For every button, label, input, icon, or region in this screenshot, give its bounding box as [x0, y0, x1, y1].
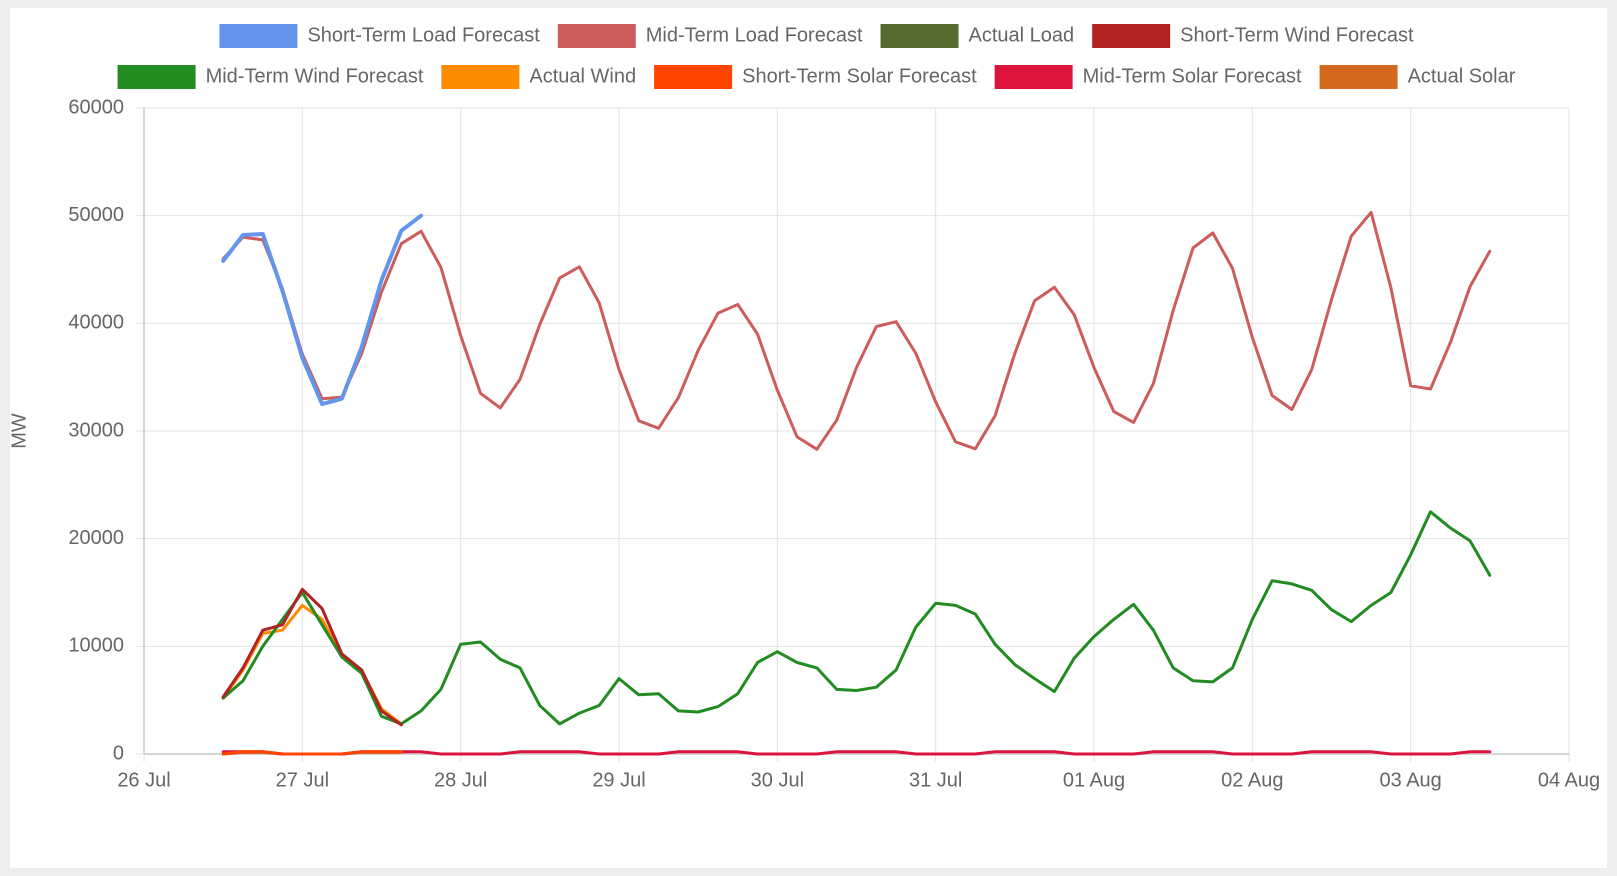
y-tick-label: 50000 — [68, 204, 124, 226]
y-tick-label: 20000 — [68, 527, 124, 549]
x-tick-label: 27 Jul — [276, 769, 329, 791]
legend-label[interactable]: Actual Wind — [529, 65, 636, 87]
legend-swatch[interactable] — [441, 65, 520, 89]
legend-label[interactable]: Short-Term Wind Forecast — [1180, 24, 1414, 46]
legend-swatch[interactable] — [219, 24, 298, 48]
legend-label[interactable]: Actual Solar — [1408, 65, 1516, 87]
y-tick-label: 30000 — [68, 419, 124, 441]
x-tick-label: 04 Aug — [1538, 769, 1600, 791]
legend-swatch[interactable] — [654, 65, 733, 89]
x-tick-label: 01 Aug — [1063, 769, 1125, 791]
legend-swatch[interactable] — [880, 24, 959, 48]
series-line — [221, 213, 424, 407]
series-line — [221, 510, 1492, 726]
legend-swatch[interactable] — [1319, 65, 1398, 89]
series-line — [221, 750, 403, 756]
legend-label[interactable]: Mid-Term Load Forecast — [646, 24, 863, 46]
x-tick-label: 26 Jul — [117, 769, 170, 791]
legend-label[interactable]: Mid-Term Wind Forecast — [206, 65, 424, 87]
legend-label[interactable]: Actual Load — [969, 24, 1075, 46]
legend-swatch[interactable] — [117, 65, 196, 89]
x-tick-label: 31 Jul — [909, 769, 962, 791]
x-tick-label: 29 Jul — [592, 769, 645, 791]
chart-card — [10, 8, 1607, 868]
legend-swatch[interactable] — [557, 24, 636, 48]
series-line — [221, 587, 403, 727]
y-tick-label: 60000 — [68, 96, 124, 118]
x-tick-label: 02 Aug — [1221, 769, 1283, 791]
x-tick-label: 03 Aug — [1380, 769, 1442, 791]
series-line — [221, 750, 1492, 756]
legend-swatch[interactable] — [994, 65, 1073, 89]
x-tick-label: 28 Jul — [434, 769, 487, 791]
legend-label[interactable]: Mid-Term Solar Forecast — [1083, 65, 1302, 87]
series-line — [221, 210, 1492, 451]
y-tick-label: 10000 — [68, 635, 124, 657]
legend-label[interactable]: Short-Term Load Forecast — [307, 24, 540, 46]
y-axis-title: MW — [8, 413, 30, 449]
legend-swatch[interactable] — [1092, 24, 1171, 48]
legend-label[interactable]: Short-Term Solar Forecast — [742, 65, 977, 87]
x-tick-label: 30 Jul — [751, 769, 804, 791]
y-tick-label: 40000 — [68, 312, 124, 334]
y-tick-label: 0 — [113, 742, 124, 764]
